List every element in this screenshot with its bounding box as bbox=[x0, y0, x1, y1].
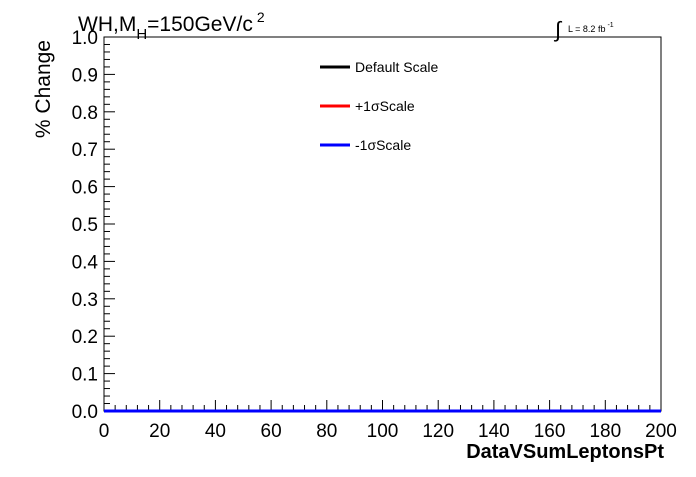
y-tick-label: 0.1 bbox=[72, 365, 98, 386]
x-tick-label: 120 bbox=[422, 421, 454, 442]
x-tick-label: 100 bbox=[367, 421, 399, 442]
legend: Default Scale +1σScale -1σScale bbox=[320, 59, 438, 153]
x-tick-label: 80 bbox=[316, 421, 337, 442]
y-tick-label: 0.2 bbox=[72, 327, 98, 348]
legend-label: +1σScale bbox=[355, 98, 415, 114]
y-tick-label: 0.6 bbox=[72, 178, 98, 199]
chart-title-superscript: 2 bbox=[257, 9, 265, 25]
y-tick-label: 0.3 bbox=[72, 290, 98, 311]
x-tick-label: 200 bbox=[645, 421, 677, 442]
y-tick-label: 0.9 bbox=[72, 65, 98, 86]
x-tick-label: 60 bbox=[261, 421, 282, 442]
legend-label: Default Scale bbox=[355, 59, 438, 75]
y-tick-label: 0.4 bbox=[72, 252, 99, 273]
lumi-label-superscript: -1 bbox=[607, 22, 613, 29]
chart-title-middle: =150GeV/c bbox=[147, 13, 253, 36]
x-tick-label: 180 bbox=[589, 421, 621, 442]
chart-title-prefix: WH,M bbox=[78, 13, 136, 36]
x-tick-label: 140 bbox=[478, 421, 510, 442]
legend-label: -1σScale bbox=[355, 137, 411, 153]
plot-frame bbox=[103, 36, 662, 412]
y-tick-label: 1.0 bbox=[72, 28, 98, 49]
chart-title-subscript: H bbox=[136, 26, 147, 43]
lumi-label: L = 8.2 fb -1 bbox=[568, 22, 614, 34]
lumi-label-text: L = 8.2 fb bbox=[568, 24, 605, 34]
chart-title: WH,MH=150GeV/c 2 bbox=[78, 9, 265, 43]
y-tick-label: 0.7 bbox=[72, 140, 98, 161]
y-tick-label: 0.8 bbox=[72, 103, 98, 124]
x-tick-label: 40 bbox=[205, 421, 226, 442]
x-tick-label: 160 bbox=[534, 421, 566, 442]
x-tick-label: 20 bbox=[149, 421, 170, 442]
lumi-integral: ∫ bbox=[553, 17, 563, 42]
y-axis-label: % Change bbox=[32, 40, 55, 138]
y-tick-label: 0.5 bbox=[72, 215, 98, 236]
y-axis-ticks: 0.0 0.1 0.2 0.3 0.4 0.5 0.6 0.7 0.8 0.9 1.0 bbox=[72, 28, 115, 423]
y-tick-label: 0.0 bbox=[72, 402, 98, 423]
x-tick-label: 0 bbox=[99, 421, 110, 442]
x-axis-label: DataVSumLeptonsPt bbox=[466, 441, 664, 463]
x-axis-ticks: 0 20 40 60 80 100 120 140 160 180 200 bbox=[99, 400, 677, 442]
